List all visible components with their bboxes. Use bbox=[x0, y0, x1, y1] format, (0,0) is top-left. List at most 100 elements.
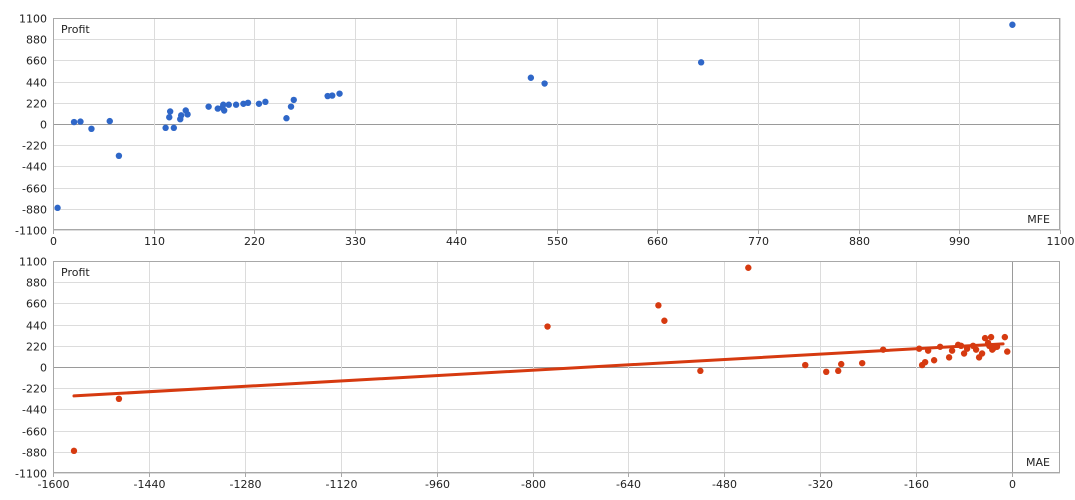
mfe-data-point bbox=[162, 124, 169, 132]
mae-y-tick-label: -660 bbox=[22, 426, 47, 439]
mfe-x-tick-label: 440 bbox=[446, 235, 467, 248]
mfe-x-tick-label: 770 bbox=[748, 235, 769, 248]
mfe-data-point bbox=[70, 118, 78, 126]
mfe-data-point bbox=[225, 101, 232, 108]
mae-y-tick-label: -220 bbox=[22, 383, 47, 396]
mfe-data-point bbox=[220, 101, 227, 108]
mfe-data-point bbox=[205, 103, 212, 110]
mae-data-point bbox=[879, 346, 887, 353]
mfe-y-tick-label: 440 bbox=[26, 77, 47, 90]
mfe-data-point bbox=[527, 74, 535, 81]
mae-data-point bbox=[661, 317, 668, 324]
mfe-y-tick-label: 0 bbox=[40, 119, 47, 132]
mae-x-tick-label: -1440 bbox=[134, 478, 166, 491]
mae-y-tick-label: 220 bbox=[26, 341, 47, 354]
mae-data-point bbox=[987, 333, 995, 341]
mfe-x-tick-label: 1100 bbox=[1047, 235, 1075, 248]
mae-x-tick-label: -960 bbox=[425, 478, 450, 491]
mfe-data-point bbox=[184, 111, 191, 118]
mae-data-point bbox=[1004, 348, 1011, 355]
mae-x-tick-label: 0 bbox=[1009, 478, 1016, 491]
mfe-data-point bbox=[290, 96, 297, 104]
mae-data-point bbox=[838, 360, 845, 368]
mae-data-point bbox=[924, 347, 932, 354]
mfe-y-tick-label: -1100 bbox=[15, 225, 47, 238]
mfe-y-tick-label: -440 bbox=[22, 161, 47, 174]
mae-y-tick-label: -440 bbox=[22, 404, 47, 417]
mae-data-point bbox=[858, 359, 866, 367]
mae-data-point bbox=[655, 302, 662, 309]
mae-x-tick-label: -1280 bbox=[230, 478, 262, 491]
mfe-x-tick-label: 660 bbox=[647, 235, 668, 248]
mfe-data-point bbox=[88, 125, 95, 133]
mae-y-tick-label: -1100 bbox=[15, 468, 47, 481]
mfe-data-point bbox=[170, 124, 178, 132]
mfe-data-point bbox=[220, 107, 228, 114]
mae-data-point bbox=[936, 343, 944, 350]
mae-x-tick-label: -480 bbox=[712, 478, 737, 491]
mfe-x-tick-label: 0 bbox=[50, 235, 57, 248]
mfe-data-point bbox=[54, 204, 61, 212]
mfe-data-point bbox=[166, 114, 173, 121]
mae-data-point bbox=[948, 347, 956, 354]
mae-data-point bbox=[930, 357, 938, 364]
mae-x-axis-title: MAE bbox=[1026, 456, 1050, 469]
mae-data-point bbox=[921, 358, 929, 366]
mfe-data-point bbox=[287, 103, 295, 110]
mfe-y-tick-label: -660 bbox=[22, 183, 47, 196]
mae-y-tick-label: 0 bbox=[40, 362, 47, 375]
mfe-data-point bbox=[336, 90, 343, 97]
mfe-data-point bbox=[244, 99, 252, 107]
mfe-y-tick-label: 880 bbox=[26, 34, 47, 47]
mae-y-tick-label: 440 bbox=[26, 320, 47, 333]
mae-x-tick-label: -1600 bbox=[38, 478, 70, 491]
mae-x-tick-label: -320 bbox=[808, 478, 833, 491]
mfe-x-tick-label: 220 bbox=[244, 235, 265, 248]
mfe-x-tick-label: 110 bbox=[144, 235, 165, 248]
mfe-x-tick-label: 990 bbox=[949, 235, 970, 248]
mfe-y-tick-label: 1100 bbox=[19, 13, 47, 26]
mfe-data-point bbox=[166, 108, 174, 115]
mae-data-point bbox=[835, 367, 842, 375]
mfe-data-point bbox=[541, 80, 548, 87]
mae-data-point bbox=[945, 354, 953, 361]
mae-y-axis-title: Profit bbox=[61, 266, 90, 279]
mae-y-tick-label: -880 bbox=[22, 447, 47, 460]
mfe-data-point bbox=[255, 100, 263, 107]
mfe-y-axis-title: Profit bbox=[61, 23, 90, 36]
mae-data-point bbox=[960, 350, 968, 357]
mfe-data-point bbox=[77, 118, 84, 125]
mfe-x-tick-label: 330 bbox=[345, 235, 366, 248]
mfe-data-point bbox=[1009, 21, 1016, 28]
mae-data-point bbox=[915, 345, 923, 352]
mae-data-point bbox=[745, 264, 752, 271]
mfe-y-tick-label: -220 bbox=[22, 140, 47, 153]
mae-x-tick-label: -640 bbox=[616, 478, 641, 491]
mae-y-tick-label: 1100 bbox=[19, 256, 47, 269]
mfe-data-point bbox=[697, 59, 705, 66]
mfe-data-point bbox=[177, 112, 185, 119]
mfe-y-tick-label: 220 bbox=[26, 98, 47, 111]
mae-data-point bbox=[802, 361, 809, 369]
mfe-plot-frame bbox=[53, 18, 1060, 230]
mae-x-tick-label: -160 bbox=[904, 478, 929, 491]
mfe-data-point bbox=[232, 101, 240, 108]
mae-x-tick-label: -1120 bbox=[326, 478, 358, 491]
mfe-data-point bbox=[329, 92, 336, 99]
mae-trendline bbox=[72, 342, 1005, 398]
mfe-data-point bbox=[106, 117, 113, 125]
mae-y-tick-label: 880 bbox=[26, 277, 47, 290]
mfe-data-point bbox=[283, 115, 290, 122]
mae-data-point bbox=[978, 350, 986, 357]
mfe-data-point bbox=[115, 152, 123, 159]
mae-data-point bbox=[70, 447, 78, 455]
mae-data-point bbox=[823, 368, 830, 376]
mfe-x-axis-title: MFE bbox=[1027, 213, 1050, 226]
mae-profit-chart: 11008806604402200-220-440-660-880-1100-1… bbox=[15, 256, 1060, 491]
mfe-y-tick-label: -880 bbox=[22, 204, 47, 217]
mae-data-point bbox=[115, 395, 123, 402]
mae-plot-frame bbox=[53, 261, 1060, 473]
mae-data-point bbox=[544, 323, 551, 330]
mfe-y-tick-label: 660 bbox=[26, 55, 47, 68]
